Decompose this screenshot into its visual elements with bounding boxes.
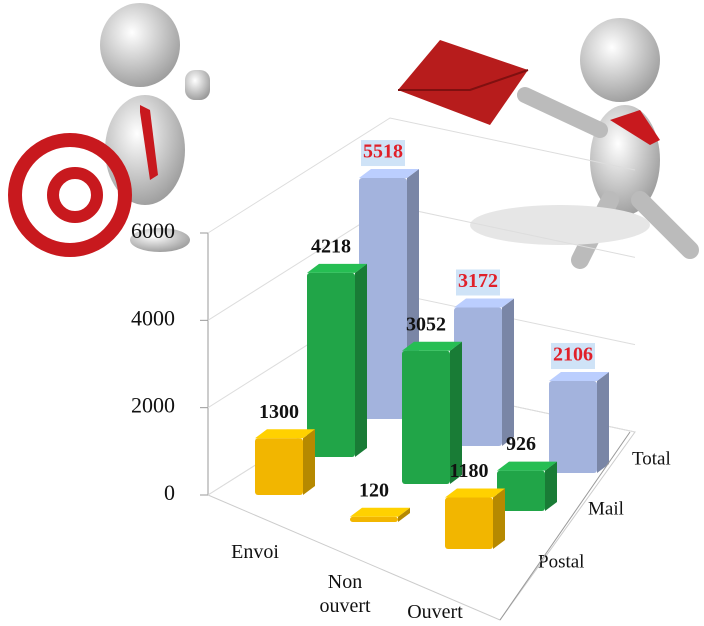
value-label: 1180	[450, 460, 489, 482]
page: 0 2000 4000 6000 5518 3172 2106 4218 3052 926 1300…	[0, 0, 704, 626]
bar	[350, 517, 398, 522]
chart: 0 2000 4000 6000 5518 3172 2106 4218 3052 926 1300…	[0, 0, 704, 626]
x-tick-label: Envoi	[215, 540, 295, 564]
bar-side	[493, 488, 505, 549]
value-label: 3052	[406, 313, 446, 335]
legend-label: Total	[632, 448, 671, 469]
bar	[255, 438, 303, 495]
y-tick-label: 4000	[131, 305, 175, 330]
bar-side	[597, 372, 609, 473]
value-label: 5518	[363, 141, 403, 163]
x-tick-label: Non ouvert	[305, 570, 385, 618]
y-tick-label: 6000	[131, 218, 175, 243]
y-tick-label: 0	[164, 480, 175, 505]
value-label: 1300	[259, 401, 299, 423]
plot-area: 0 2000 4000 6000 5518 3172 2106 4218 3052 926 1300…	[131, 118, 671, 620]
bar-side	[303, 429, 315, 495]
bar	[445, 497, 493, 549]
value-label: 3172	[458, 270, 498, 292]
bar	[402, 351, 450, 484]
legend-label: Mail	[588, 498, 624, 519]
value-label: 120	[359, 479, 389, 501]
bar-side	[355, 264, 367, 457]
value-label: 926	[506, 433, 536, 455]
value-label: 2106	[553, 344, 593, 366]
bar	[549, 381, 597, 473]
y-tick-label: 2000	[131, 393, 175, 418]
bar-side	[502, 298, 514, 446]
value-label: 4218	[311, 235, 351, 257]
decoration	[15, 3, 690, 260]
x-tick-label: Ouvert	[395, 600, 475, 624]
